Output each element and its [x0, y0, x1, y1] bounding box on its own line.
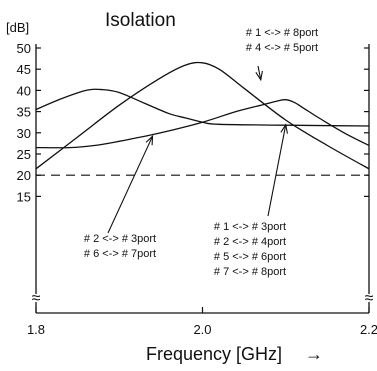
y-tick-label: 25: [17, 147, 31, 162]
axis-break-gap: [30, 294, 42, 302]
annotation-arrow-line: [267, 124, 287, 217]
annotation-label: # 1 <-> # 3port: [214, 221, 286, 233]
x-axis-label: Frequency [GHz]: [146, 344, 282, 364]
annotation-label: # 2 <-> # 3port: [84, 233, 156, 245]
annotation-label: # 2 <-> # 4port: [214, 236, 286, 248]
y-tick-label: 50: [17, 41, 31, 56]
axes: ≈ ≈15 20 25 30 35 40 45 50 1.8 2.0 2.2: [17, 41, 377, 337]
annotation-arrow-head: [280, 123, 288, 134]
axis-break-mark: ≈: [365, 290, 374, 307]
x-axis-arrow: →: [305, 344, 323, 364]
annotation-label: # 6 <-> # 7port: [84, 248, 156, 260]
series-line-1: [35, 61, 370, 170]
axis-break-gap: [363, 294, 375, 302]
y-tick-label: 45: [17, 62, 31, 77]
annotation-arrow-line: [257, 65, 262, 80]
annotation-arrow-line: [107, 135, 154, 234]
x-tick-label: 1.8: [27, 322, 45, 337]
series-line-2: [35, 99, 370, 149]
annotation-label: # 7 <-> # 8port: [214, 266, 286, 278]
annotation-arrow-head: [145, 134, 154, 146]
y-tick-label: 20: [17, 168, 31, 183]
annotation-label: # 4 <-> # 5port: [246, 42, 318, 54]
axis-break-mark: ≈: [32, 290, 41, 307]
annotation-label: # 1 <-> # 8port: [246, 27, 318, 39]
x-tick-label: 2.0: [193, 322, 211, 337]
chart-title: Isolation: [105, 10, 176, 31]
y-tick-label: 30: [17, 126, 31, 141]
y-tick-label: 35: [17, 105, 31, 120]
series-lines: [35, 61, 370, 170]
x-tick-label: 2.2: [360, 322, 377, 337]
series-line-3: [35, 88, 370, 127]
annotations: # 1 <-> # 8port # 4 <-> # 5port # 2 <-> # …: [84, 27, 318, 278]
y-tick-label: 15: [17, 189, 31, 204]
annotation-arrow-head: [255, 70, 263, 82]
annotation-label: # 5 <-> # 6port: [214, 251, 286, 263]
y-tick-label: 40: [17, 83, 31, 98]
y-axis-label: [dB]: [6, 20, 29, 35]
